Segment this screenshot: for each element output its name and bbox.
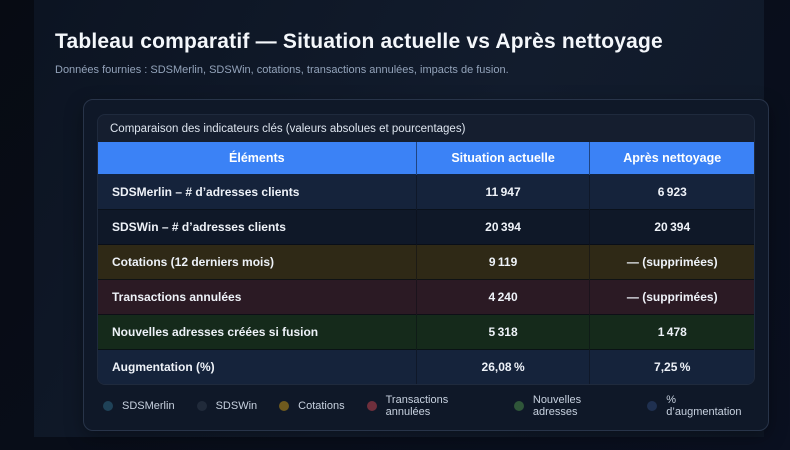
comparison-card: Comparaison des indicateurs clés (valeur… (83, 99, 769, 431)
comparison-table: Éléments Situation actuelle Après nettoy… (98, 142, 754, 384)
row-value-current: 11 947 (415, 174, 590, 210)
legend-item-label: Nouvelles adresses (532, 394, 582, 418)
table-row: Cotations (12 derniers mois) 9 119 — (su… (98, 244, 754, 280)
row-value-current: 20 394 (415, 209, 590, 245)
row-label: Transactions annulées (98, 279, 417, 315)
legend-item-cotations[interactable]: Cotations (279, 400, 345, 412)
table-caption: Comparaison des indicateurs clés (valeur… (110, 123, 466, 135)
legend-color-swatch-icon (366, 401, 377, 411)
row-value-after: 20 394 (589, 209, 754, 245)
table-row: Nouvelles adresses créées si fusion 5 31… (98, 314, 754, 350)
legend-color-swatch-icon (196, 401, 207, 411)
legend-color-swatch-icon (513, 401, 524, 411)
page-panel: Tableau comparatif — Situation actuelle … (34, 0, 769, 437)
row-value-after: 6 923 (589, 174, 754, 210)
table-row: SDSWin – # d’adresses clients 20 394 20 … (98, 209, 754, 245)
row-value-current: 9 119 (415, 244, 590, 280)
table-header-row: Éléments Situation actuelle Après nettoy… (98, 142, 754, 175)
legend-item-label: SDSMerlin (122, 400, 175, 412)
legend-color-swatch-icon (279, 401, 290, 411)
legend-item-label: SDSWin (215, 400, 258, 412)
row-value-current: 5 318 (415, 314, 590, 350)
legend-item-label: Transactions annulées (385, 394, 449, 418)
legend: SDSMerlin SDSWin Cotations Transactions … (103, 394, 751, 418)
row-value-current: 4 240 (415, 279, 590, 315)
column-header-current: Situation actuelle (415, 142, 590, 175)
column-header-after: Après nettoyage (589, 142, 754, 175)
table-row: SDSMerlin – # d’adresses clients 11 947 … (98, 174, 754, 210)
legend-item-transactions[interactable]: Transactions annulées (366, 394, 492, 418)
table-container: Comparaison des indicateurs clés (valeur… (97, 114, 755, 385)
row-value-current: 26,08 % (415, 349, 590, 384)
column-header-elements: Éléments (229, 151, 285, 165)
row-value-after: — (supprimées) (589, 279, 754, 315)
row-value-after: 1 478 (589, 314, 754, 350)
row-label: Cotations (12 derniers mois) (98, 244, 417, 280)
page-subtitle: Données fournies : SDSMerlin, SDSWin, co… (55, 64, 509, 76)
table-row: Transactions annulées 4 240 — (supprimée… (98, 279, 754, 315)
row-label: Augmentation (%) (98, 349, 417, 384)
legend-item-sdswin[interactable]: SDSWin (196, 400, 258, 412)
row-label: SDSWin – # d’adresses clients (98, 209, 417, 245)
table-row: Augmentation (%) 26,08 % 7,25 % (98, 349, 754, 384)
row-label: Nouvelles adresses créées si fusion (98, 314, 417, 350)
row-value-after: 7,25 % (589, 349, 754, 384)
legend-item-nouvelles-adresses[interactable]: Nouvelles adresses (513, 394, 625, 418)
row-label: SDSMerlin – # d’adresses clients (98, 174, 417, 210)
legend-item-label: Cotations (298, 400, 345, 412)
legend-item-sdsmerlin[interactable]: SDSMerlin (103, 400, 175, 412)
legend-item-augmentation[interactable]: % d’augmentation (647, 394, 751, 418)
legend-color-swatch-icon (103, 401, 113, 411)
page-title: Tableau comparatif — Situation actuelle … (55, 30, 663, 53)
legend-item-label: % d’augmentation (666, 394, 742, 418)
legend-color-swatch-icon (647, 401, 658, 411)
row-value-after: — (supprimées) (589, 244, 754, 280)
